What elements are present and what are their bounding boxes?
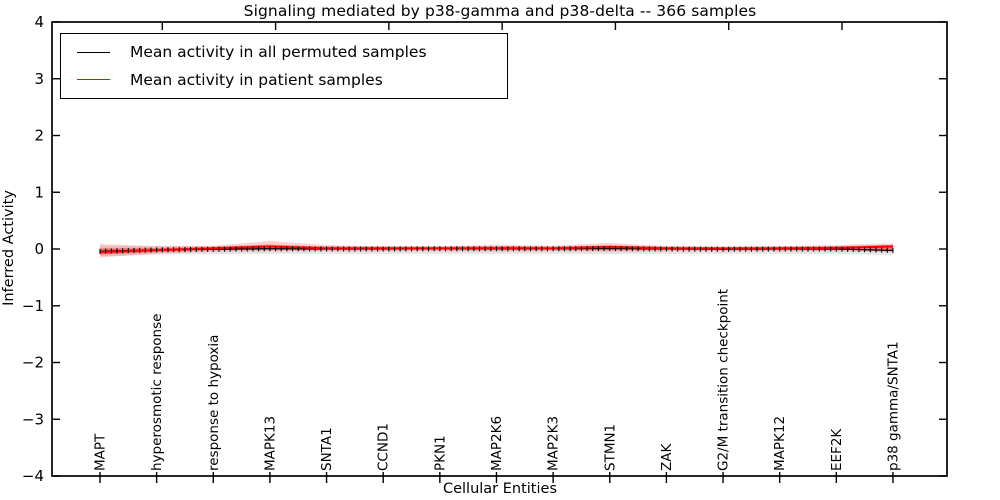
x-tick-label: ZAK xyxy=(659,443,675,471)
x-axis-label: Cellular Entities xyxy=(442,481,558,497)
legend: Mean activity in all permuted samples Me… xyxy=(60,33,508,99)
x-tick-label: STMN1 xyxy=(602,424,618,471)
x-tick-label: EEF2K xyxy=(829,428,845,471)
x-tick-label: SNTA1 xyxy=(319,427,335,471)
y-tick-label: 1 xyxy=(34,183,44,201)
red-line-swatch xyxy=(77,79,110,81)
y-tick-label: −4 xyxy=(22,467,44,485)
y-tick-label: 2 xyxy=(34,127,44,145)
y-tick-label: 0 xyxy=(34,240,44,258)
x-tick-label: PKN1 xyxy=(432,435,448,471)
y-tick-label: −1 xyxy=(22,297,44,315)
y-tick-label: −3 xyxy=(22,410,44,428)
legend-item-permuted: Mean activity in all permuted samples xyxy=(77,43,507,61)
x-tick-label: hyperosmotic response xyxy=(149,314,165,471)
x-tick-label: MAP2K3 xyxy=(546,416,562,471)
legend-label-patient: Mean activity in patient samples xyxy=(130,70,383,89)
x-tick-label: MAPT xyxy=(93,433,109,471)
black-line-swatch xyxy=(77,51,110,53)
y-tick-label: 4 xyxy=(34,13,44,31)
x-tick-label: MAPK12 xyxy=(772,416,788,471)
legend-item-patient: Mean activity in patient samples xyxy=(77,71,507,89)
x-tick-label: MAP2K6 xyxy=(489,416,505,471)
x-tick-label: response to hypoxia xyxy=(206,335,222,471)
y-tick-label: −2 xyxy=(22,354,44,372)
x-tick-label: MAPK13 xyxy=(262,416,278,471)
chart-title: Signaling mediated by p38-gamma and p38-… xyxy=(243,2,757,20)
x-tick-label: G2/M transition checkpoint xyxy=(716,289,732,471)
x-tick-label: CCND1 xyxy=(376,423,392,471)
y-tick-label: 3 xyxy=(34,70,44,88)
y-axis-label: Inferred Activity xyxy=(1,190,17,306)
x-tick-label: p38 gamma/SNTA1 xyxy=(885,341,901,471)
legend-label-permuted: Mean activity in all permuted samples xyxy=(130,43,427,62)
